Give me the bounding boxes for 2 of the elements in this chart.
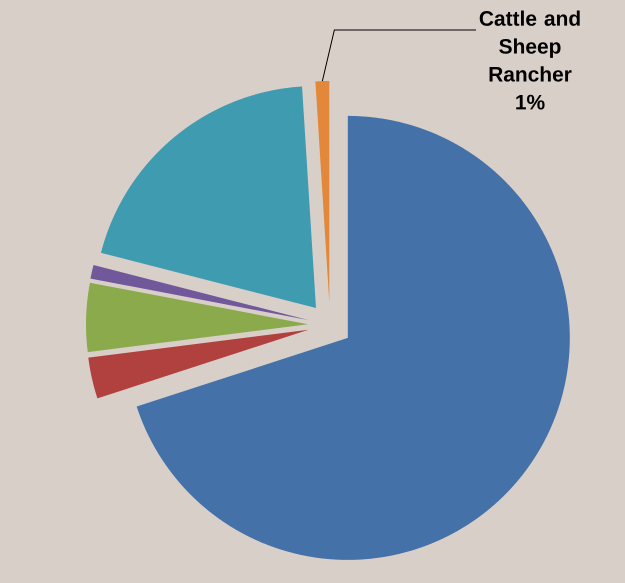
data-label: 1% — [516, 94, 545, 110]
slice-label: Cattle and Sheep Rancher — [480, 10, 580, 82]
